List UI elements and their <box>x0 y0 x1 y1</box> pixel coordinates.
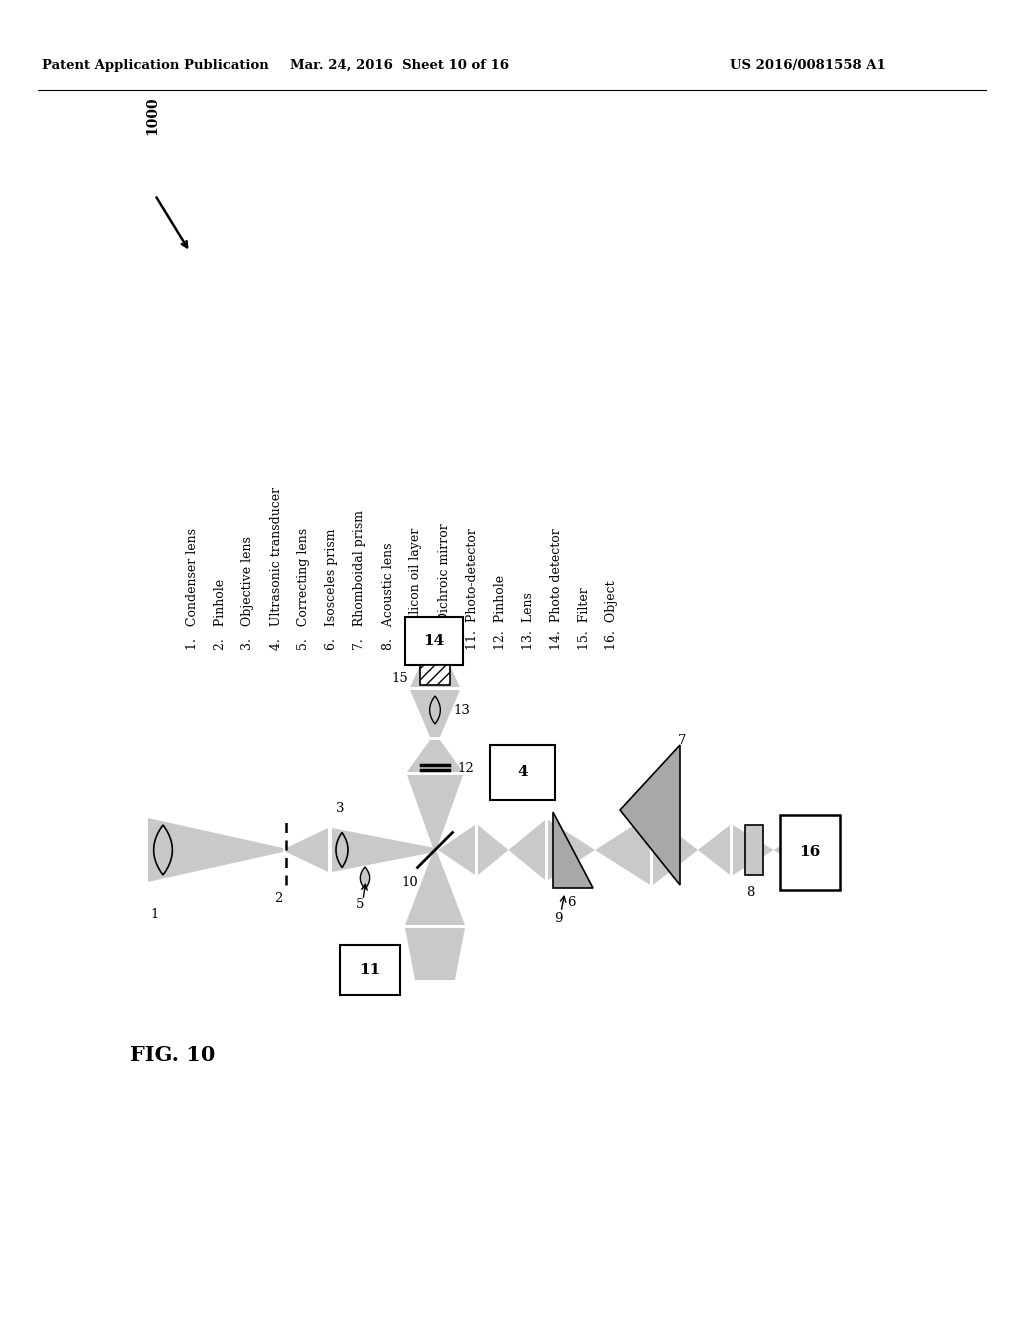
Text: 2: 2 <box>273 891 283 904</box>
Text: 9.   Silicon oil layer: 9. Silicon oil layer <box>410 528 423 649</box>
Bar <box>490 744 555 800</box>
Text: 16.  Object: 16. Object <box>605 581 618 649</box>
Text: 12.  Pinhole: 12. Pinhole <box>494 576 507 649</box>
Text: 12: 12 <box>457 762 474 775</box>
Text: 1: 1 <box>151 908 159 921</box>
Text: 3.   Objective lens: 3. Objective lens <box>242 536 255 649</box>
Text: 16: 16 <box>800 846 820 859</box>
Text: FIG. 10: FIG. 10 <box>130 1045 215 1065</box>
Polygon shape <box>407 775 463 847</box>
Polygon shape <box>733 825 780 875</box>
Polygon shape <box>336 833 348 867</box>
Text: US 2016/0081558 A1: US 2016/0081558 A1 <box>730 59 886 73</box>
Polygon shape <box>548 814 650 884</box>
Text: 11.  Photo-detector: 11. Photo-detector <box>466 528 478 649</box>
Bar <box>406 616 463 665</box>
Text: 13: 13 <box>453 704 470 717</box>
Text: 8.   Acoustic lens: 8. Acoustic lens <box>382 543 394 649</box>
Text: 6: 6 <box>566 895 575 908</box>
Polygon shape <box>407 741 463 772</box>
Text: 3: 3 <box>336 801 344 814</box>
Polygon shape <box>553 812 593 888</box>
Text: 11: 11 <box>359 964 381 977</box>
Polygon shape <box>360 867 370 888</box>
Text: 5.   Correcting lens: 5. Correcting lens <box>298 528 310 649</box>
Text: 6.   Isosceles prism: 6. Isosceles prism <box>326 528 339 649</box>
Polygon shape <box>410 640 460 686</box>
Polygon shape <box>332 828 435 873</box>
Polygon shape <box>478 820 545 880</box>
Text: 13.  Lens: 13. Lens <box>521 593 535 649</box>
Polygon shape <box>154 825 172 875</box>
Text: 5: 5 <box>355 899 365 912</box>
Text: 10.  Dichroic mirror: 10. Dichroic mirror <box>437 523 451 649</box>
Text: 1.   Condenser lens: 1. Condenser lens <box>185 528 199 649</box>
Bar <box>745 825 763 875</box>
Polygon shape <box>410 690 460 737</box>
Polygon shape <box>148 818 283 882</box>
Text: 7: 7 <box>678 734 686 747</box>
Bar <box>780 814 840 890</box>
Bar <box>420 665 450 685</box>
Text: Patent Application Publication: Patent Application Publication <box>42 59 268 73</box>
Polygon shape <box>286 828 328 873</box>
Text: 1000: 1000 <box>145 96 159 135</box>
Polygon shape <box>406 928 465 979</box>
Polygon shape <box>406 851 465 925</box>
Polygon shape <box>620 744 680 884</box>
Text: 7.   Rhomboidal prism: 7. Rhomboidal prism <box>353 510 367 649</box>
Text: 4.   Ultrasonic transducer: 4. Ultrasonic transducer <box>269 487 283 649</box>
Text: 2.   Pinhole: 2. Pinhole <box>213 579 226 649</box>
Text: 9: 9 <box>554 912 562 924</box>
Text: 4: 4 <box>517 766 527 780</box>
Polygon shape <box>653 814 730 884</box>
Polygon shape <box>430 696 440 723</box>
Text: 15: 15 <box>391 672 409 685</box>
Text: Mar. 24, 2016  Sheet 10 of 16: Mar. 24, 2016 Sheet 10 of 16 <box>291 59 510 73</box>
Text: 14: 14 <box>423 634 444 648</box>
Text: 15.  Filter: 15. Filter <box>578 587 591 649</box>
Polygon shape <box>435 825 475 875</box>
Text: 8: 8 <box>745 887 755 899</box>
Bar <box>340 945 400 995</box>
Text: 10: 10 <box>401 875 419 888</box>
Text: 14.  Photo detector: 14. Photo detector <box>550 528 562 649</box>
